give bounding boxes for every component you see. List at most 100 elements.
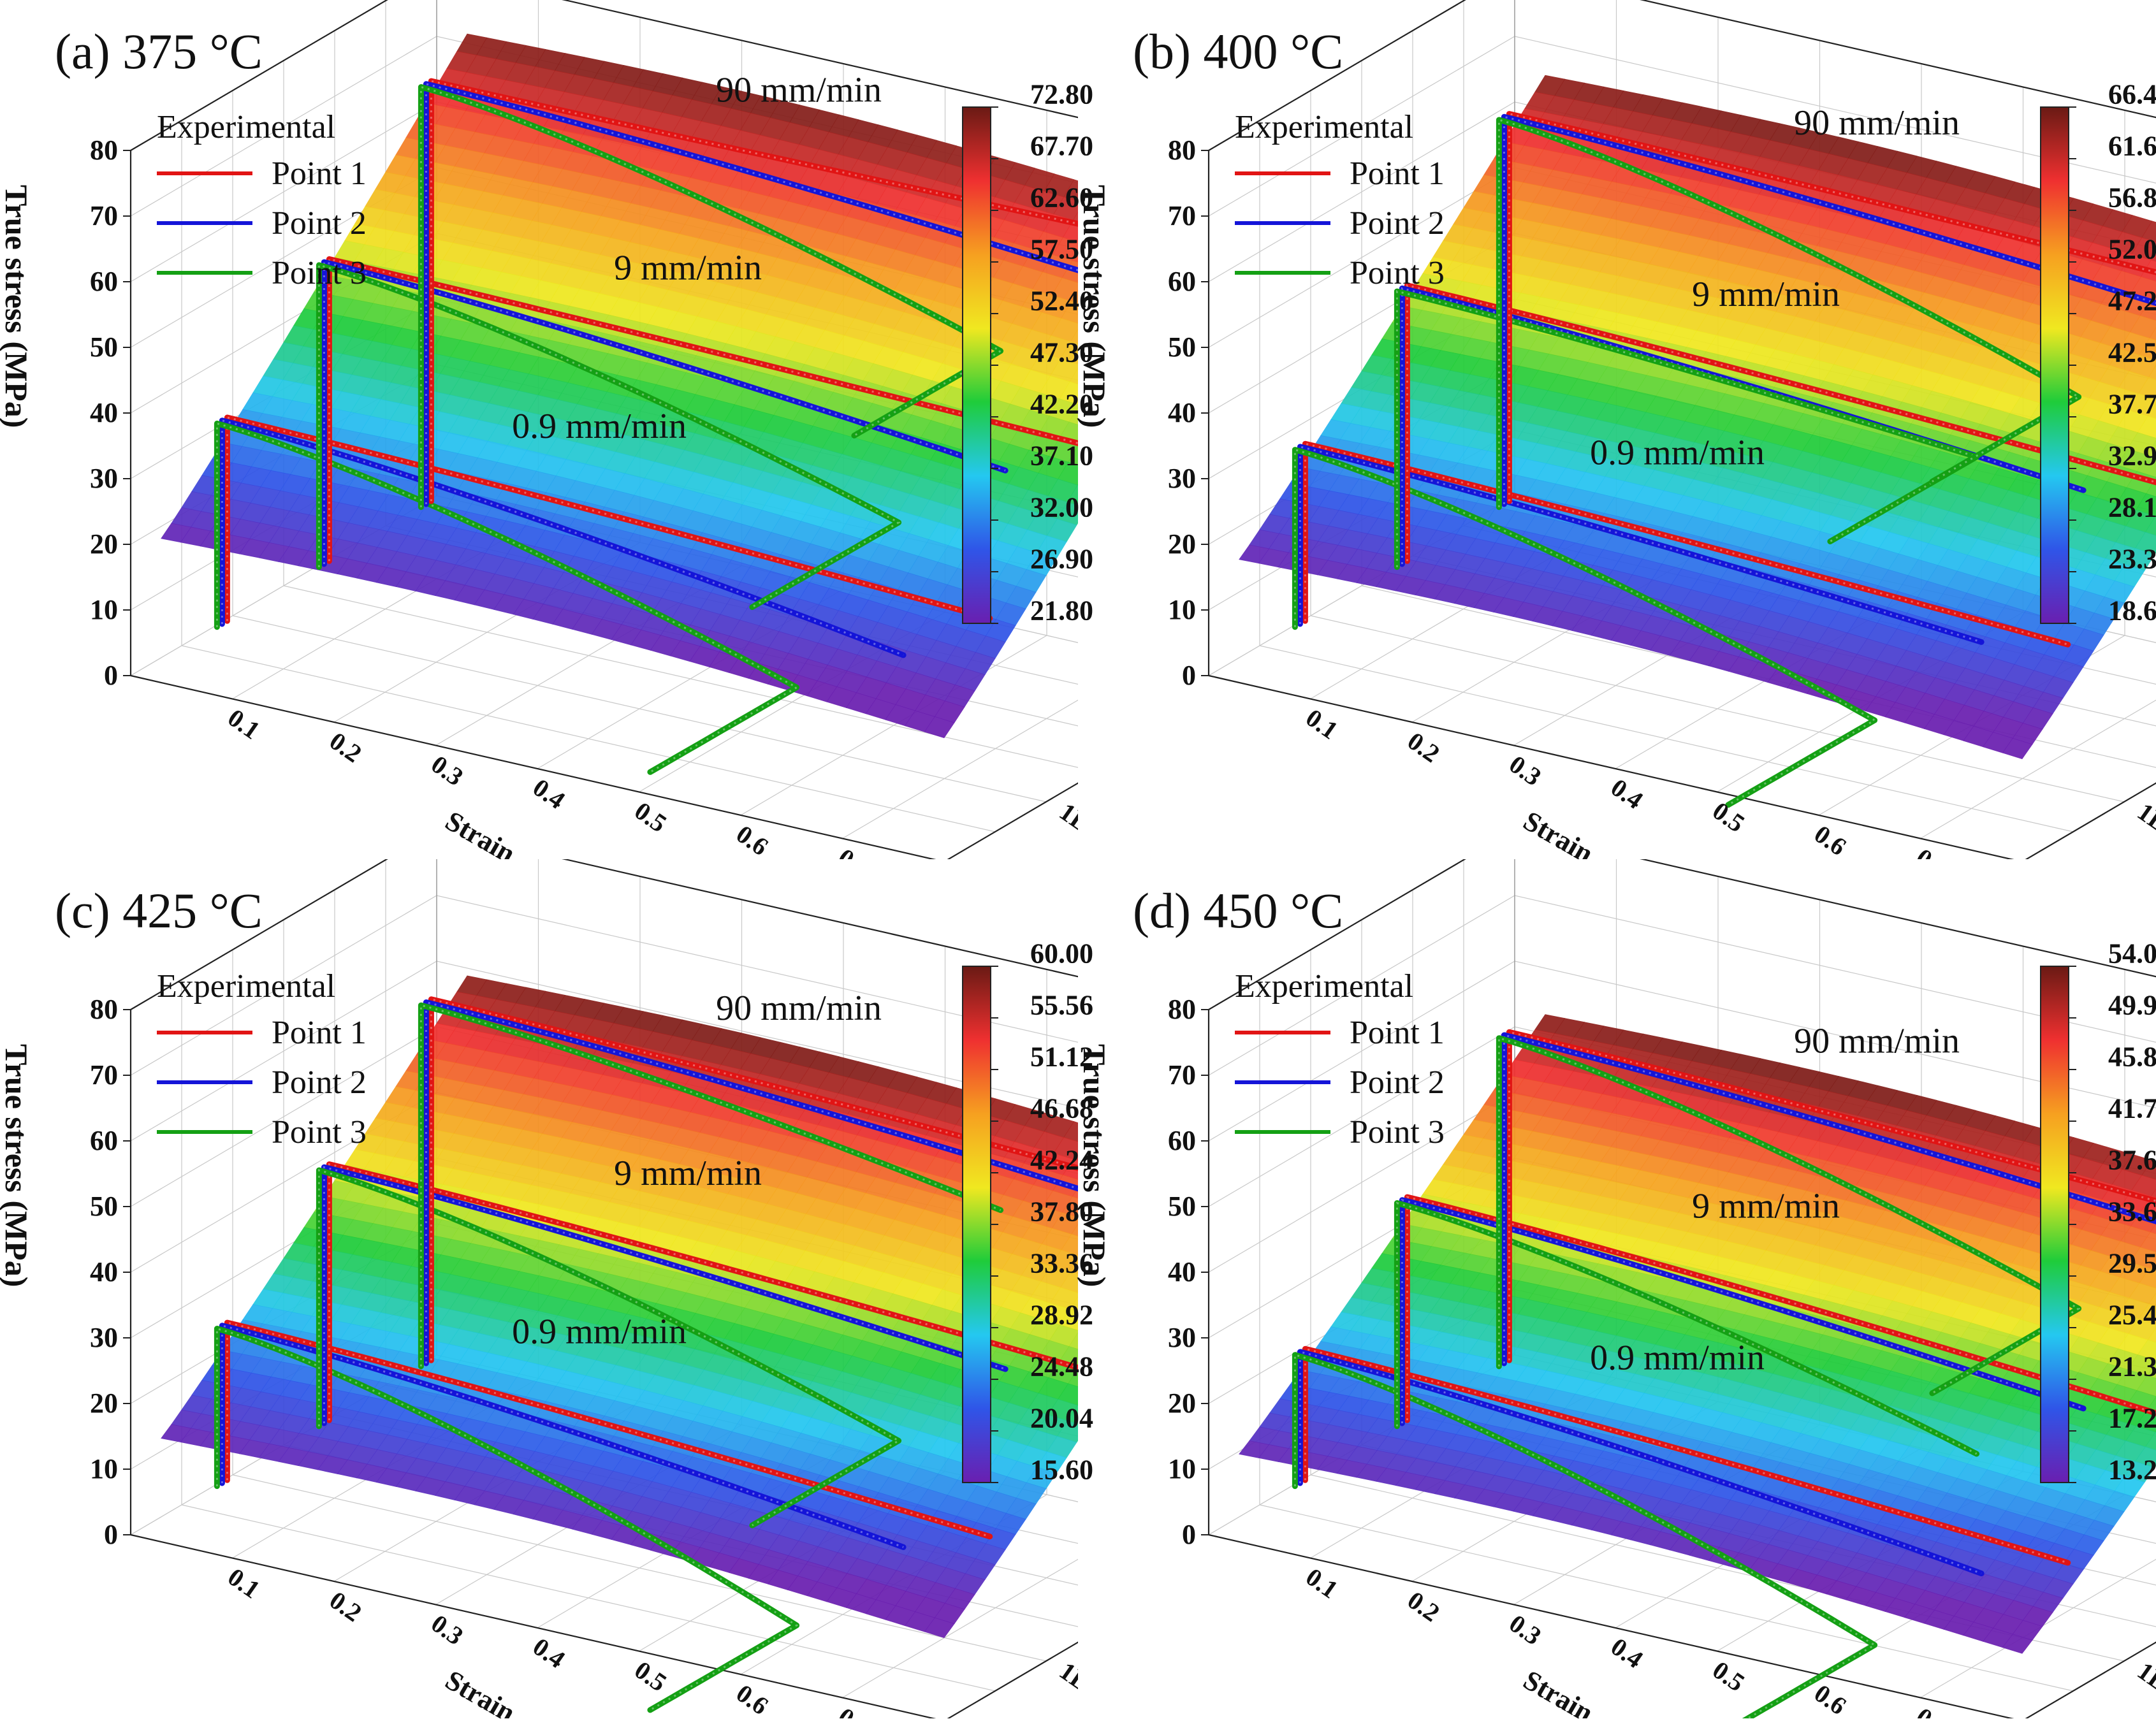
surface-cell	[1069, 1296, 1078, 1312]
x-tick-label: 0.4	[1606, 773, 1649, 815]
colorbar-tick: 20.04	[1030, 1402, 1093, 1434]
surface-cell	[2146, 1361, 2156, 1379]
x-axis-title: Strain	[1518, 805, 1598, 859]
z-tick-label: 80	[90, 994, 118, 1025]
surface-cell	[2149, 1258, 2156, 1271]
z-tick-label: 60	[90, 1125, 118, 1156]
legend-item-point-1: Point 1	[1235, 149, 1445, 198]
colorbar-tick: 42.50	[2108, 337, 2156, 368]
surface-cell	[1070, 1259, 1078, 1275]
colorbar-tick: 72.80	[1030, 78, 1093, 110]
panel-b: 0.9 mm/min 9 mm/min 90 mm/min 0 10 20 30 40 50 60…	[1077, 0, 2156, 859]
colorbar-tick: 55.56	[1030, 989, 1093, 1021]
legend-item-point-1: Point 1	[157, 1008, 367, 1057]
legend-item-point-3: Point 3	[1235, 248, 1445, 298]
grid-line	[181, 645, 996, 832]
surface	[161, 975, 1078, 1638]
colorbar-tick: 47.28	[2108, 285, 2156, 317]
legend-label: Point 3	[272, 254, 367, 291]
rate-label: 9 mm/min	[1692, 275, 1840, 314]
x-tick-label: 0.4	[528, 773, 571, 815]
axis-edge	[947, 782, 1078, 859]
point-1-curve	[1506, 111, 2156, 504]
z-tick-label: 60	[1168, 266, 1196, 297]
z-tick-label: 50	[1168, 331, 1196, 363]
axis-edge	[562, 859, 1078, 978]
point-1-curve-markers	[226, 1321, 991, 1538]
colorbar	[2040, 106, 2076, 624]
surface-cell	[2150, 1223, 2156, 1235]
point-3-curve	[214, 420, 800, 775]
grid-line	[232, 1474, 1047, 1662]
legend-swatch-red	[157, 1031, 252, 1034]
x-axis-title: Strain	[440, 1664, 520, 1718]
point-1-curve	[224, 414, 993, 624]
surface-cell	[1067, 484, 1078, 506]
z-tick-label: 50	[90, 331, 118, 363]
surface-cell	[1069, 367, 1078, 385]
surface-cell	[1072, 211, 1078, 222]
colorbar-tick: 42.20	[1030, 388, 1093, 420]
colorbar-tick: 28.92	[1030, 1299, 1093, 1331]
grid-line	[947, 782, 1078, 859]
point-1-curve	[1302, 440, 2071, 648]
colorbar-tick: 15.60	[1030, 1454, 1093, 1486]
panel-title: (a) 375 °C	[55, 24, 263, 79]
y-axis-title: True stress (MPa)	[0, 1044, 34, 1287]
z-tick-label: 40	[1168, 397, 1196, 428]
y-tick-label: 1E-3	[1054, 1657, 1078, 1709]
axis-edge	[1640, 859, 2156, 978]
rate-label: 9 mm/min	[614, 249, 762, 288]
colorbar-labels: 66.40 61.62 56.84 52.06 47.28 42.50 37.7…	[2108, 79, 2156, 627]
legend-item-point-2: Point 2	[157, 198, 367, 248]
colorbar-tick: 67.70	[1030, 130, 1093, 162]
x-tick-label: 0.4	[528, 1632, 571, 1674]
legend-swatch-blue	[157, 1080, 252, 1084]
legend-item-point-3: Point 3	[157, 1107, 367, 1157]
z-tick-label: 50	[90, 1191, 118, 1222]
point-2-curve	[321, 1164, 1009, 1426]
axis-edge	[130, 859, 388, 1010]
colorbar-tick: 42.24	[1030, 1144, 1093, 1176]
colorbar-labels: 60.00 55.56 51.12 46.68 42.24 37.80 33.3…	[1030, 938, 1119, 1486]
surface-cell	[1071, 289, 1078, 303]
point-3-curve-markers	[1293, 448, 1877, 806]
axis-edge	[130, 1534, 936, 1718]
colorbar-tick: 37.10	[1030, 440, 1093, 472]
z-tick-label: 70	[90, 1059, 118, 1091]
axis-edge	[2025, 1641, 2156, 1718]
z-tick-label: 80	[90, 134, 118, 166]
x-tick-label: 0.2	[324, 1586, 367, 1628]
colorbar-bar	[2040, 106, 2069, 624]
point-1-curve	[428, 78, 1078, 504]
surface-cell	[2149, 327, 2156, 341]
z-tick-label: 70	[1168, 200, 1196, 231]
colorbar-tick: 47.30	[1030, 337, 1093, 368]
point-3-curve	[418, 1002, 1004, 1370]
z-tick-label: 0	[104, 660, 118, 691]
surface	[1239, 75, 2156, 760]
point-2-curve	[219, 417, 907, 658]
surface-cell	[1068, 406, 1078, 425]
point-2-curve-markers	[425, 82, 1078, 504]
legend: Experimental Point 1 Point 2 Point 3	[157, 968, 367, 1157]
grid-line	[232, 615, 1047, 802]
point-2-curve	[321, 259, 1009, 567]
legend-label: Point 1	[272, 155, 367, 192]
colorbar	[962, 106, 998, 624]
z-tick-label: 20	[90, 528, 118, 560]
z-tick-label: 70	[90, 200, 118, 231]
x-tick-label: 0.2	[324, 727, 367, 769]
colorbar-tick: 28.16	[2108, 491, 2156, 523]
grid-line	[283, 585, 1078, 768]
point-3-curve	[214, 1326, 800, 1713]
rate-label: 90 mm/min	[1794, 103, 1960, 143]
axis-edge	[1208, 1534, 2014, 1718]
point-2-curve	[219, 1323, 907, 1550]
point-1-curve-markers	[1508, 112, 2156, 502]
x-tick-label: 0.3	[1504, 750, 1547, 792]
y-axis-title: True stress (MPa)	[1077, 185, 1112, 428]
surface-cell	[2145, 1432, 2156, 1451]
